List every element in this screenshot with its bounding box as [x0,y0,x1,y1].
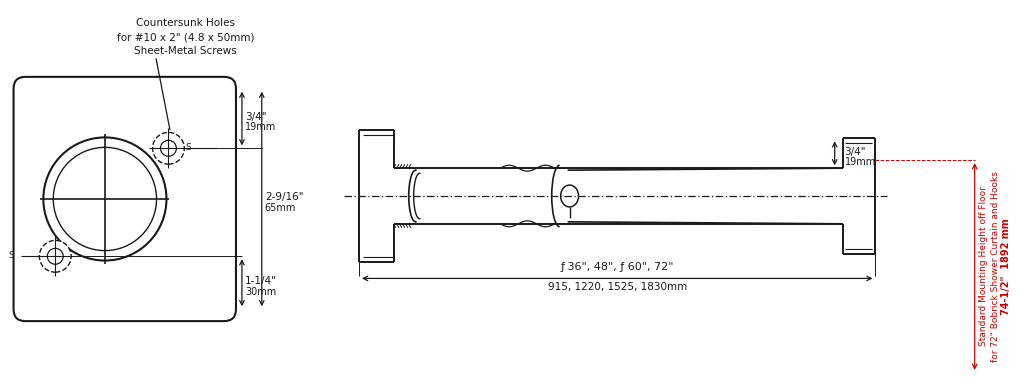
Circle shape [53,147,157,250]
Text: S: S [8,251,14,260]
Text: 65mm: 65mm [264,203,296,213]
Text: 3/4": 3/4" [245,112,266,122]
Circle shape [39,240,71,272]
Circle shape [47,249,64,264]
Text: 2-9/16": 2-9/16" [264,192,303,202]
Text: ƒ 36", 48", ƒ 60", 72": ƒ 36", 48", ƒ 60", 72" [561,263,674,272]
Text: 74-1/2"  1892 mm: 74-1/2" 1892 mm [1001,218,1012,315]
Circle shape [43,138,166,261]
Circle shape [161,140,176,156]
FancyBboxPatch shape [13,77,236,321]
Text: 19mm: 19mm [845,157,876,167]
Text: Standard Mounting Height off Floor
for 72" Bobrick Shower Curtain and Hooks: Standard Mounting Height off Floor for 7… [979,171,1000,362]
Text: 915, 1220, 1525, 1830mm: 915, 1220, 1525, 1830mm [547,282,687,292]
Text: Countersunk Holes
for #10 x 2" (4.8 x 50mm)
Sheet-Metal Screws: Countersunk Holes for #10 x 2" (4.8 x 50… [117,18,254,56]
Text: 30mm: 30mm [245,287,276,297]
Text: 3/4": 3/4" [845,147,866,157]
Text: S: S [186,143,191,152]
Circle shape [153,132,184,164]
Text: 19mm: 19mm [245,122,276,132]
Text: 1-1/4": 1-1/4" [245,276,277,286]
